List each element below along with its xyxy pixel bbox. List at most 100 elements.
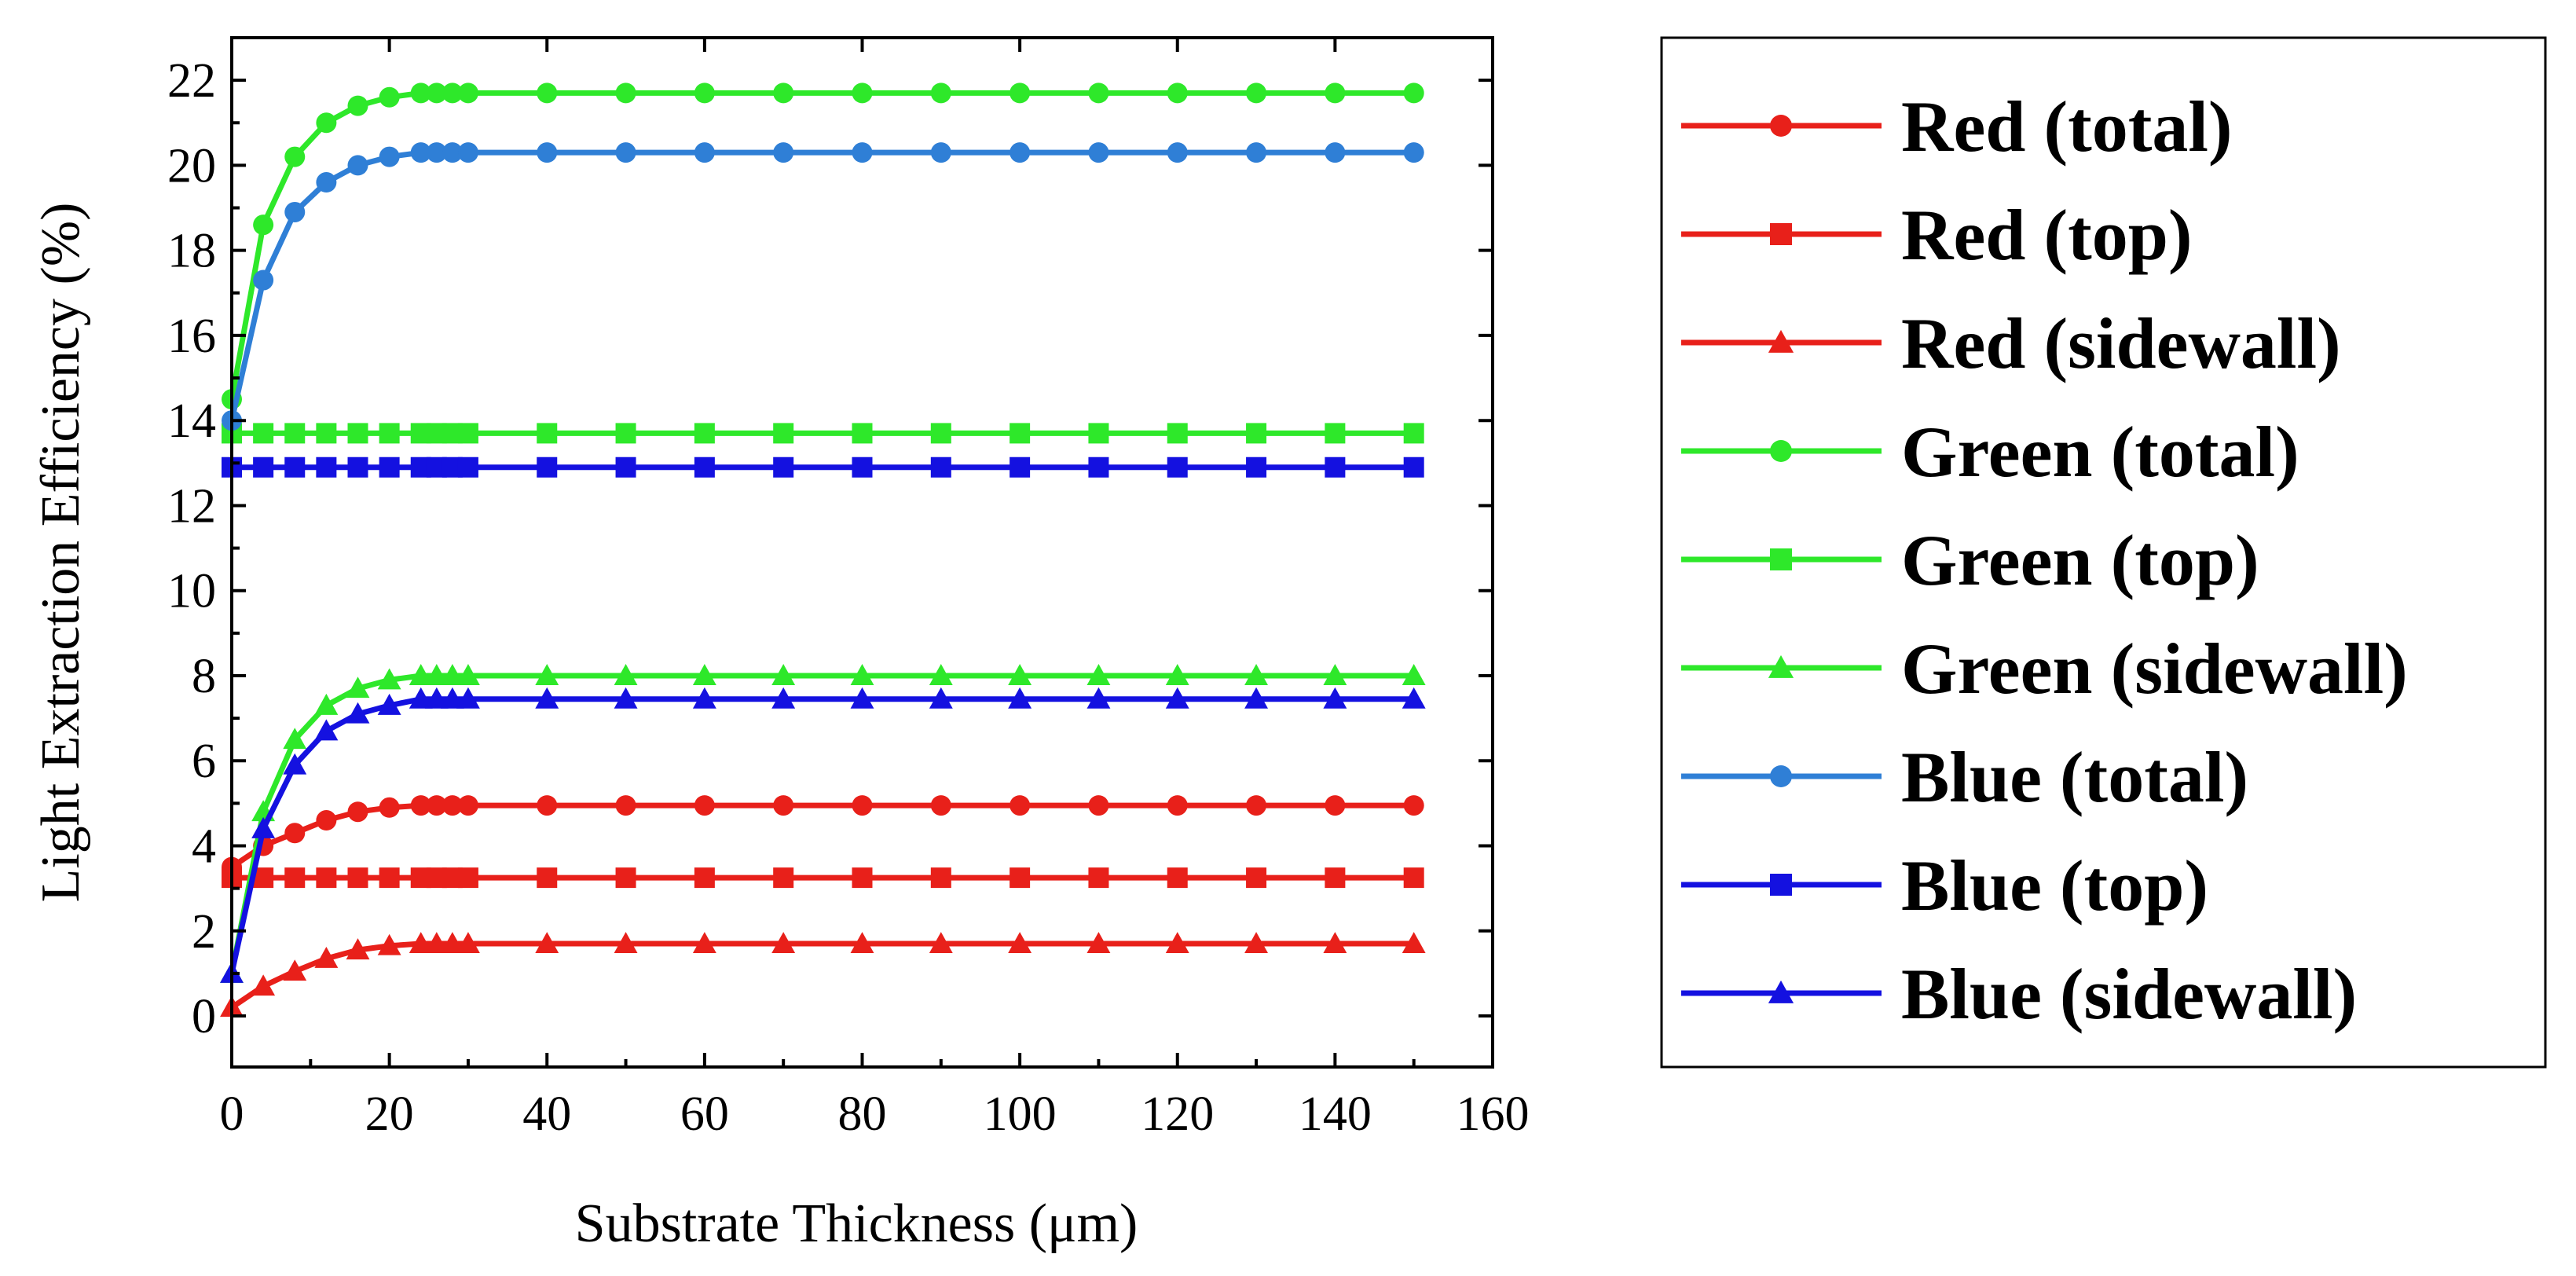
data-point <box>535 687 559 709</box>
data-point <box>1246 867 1267 889</box>
data-point <box>929 687 953 709</box>
data-point <box>1402 687 1426 709</box>
data-point <box>615 795 636 816</box>
data-point <box>426 795 447 816</box>
data-point <box>771 664 796 685</box>
data-point <box>773 142 794 163</box>
data-point <box>253 214 274 236</box>
data-point <box>929 932 953 953</box>
data-point <box>377 693 401 715</box>
data-point <box>379 867 400 889</box>
legend-label: Red (sidewall) <box>1901 303 2341 383</box>
y-tick-label: 10 <box>167 565 216 618</box>
data-point <box>1402 932 1426 953</box>
data-point <box>535 932 559 953</box>
data-point <box>1770 548 1792 570</box>
data-point <box>1167 867 1188 889</box>
data-point <box>771 932 796 953</box>
data-point <box>251 974 276 996</box>
data-point <box>456 687 480 709</box>
data-point <box>1010 142 1031 163</box>
data-point <box>426 82 447 104</box>
data-point <box>537 82 558 104</box>
data-point <box>852 795 873 816</box>
data-point <box>694 795 715 816</box>
data-point <box>379 456 400 478</box>
data-point <box>1008 687 1032 709</box>
data-point <box>930 82 951 104</box>
x-tick-label: 40 <box>522 1087 571 1141</box>
data-point <box>379 146 400 167</box>
data-point <box>773 795 794 816</box>
data-point <box>347 867 368 889</box>
data-point <box>347 456 368 478</box>
data-point <box>692 932 716 953</box>
data-point <box>440 687 464 709</box>
data-point <box>314 947 339 968</box>
y-tick-label: 0 <box>192 990 216 1043</box>
data-point <box>1325 142 1346 163</box>
data-point <box>1768 654 1794 678</box>
legend-label: Blue (top) <box>1901 845 2208 926</box>
data-point <box>1770 440 1792 462</box>
data-point <box>409 664 433 685</box>
data-point <box>614 664 638 685</box>
data-point <box>379 797 400 818</box>
data-point <box>456 932 480 953</box>
y-tick-label: 4 <box>192 820 216 874</box>
data-point <box>316 867 337 889</box>
data-point <box>537 795 558 816</box>
data-point <box>1770 223 1792 245</box>
data-point <box>1403 795 1424 816</box>
data-point <box>852 142 873 163</box>
data-point <box>1088 82 1109 104</box>
data-point <box>253 456 274 478</box>
data-point <box>1088 456 1109 478</box>
data-point <box>1244 932 1269 953</box>
plot-frame <box>230 36 1494 1069</box>
data-point <box>930 456 951 478</box>
series-blue-sidewall <box>220 687 1426 983</box>
data-point <box>929 664 953 685</box>
data-point <box>1403 423 1424 444</box>
series-blue-total <box>222 142 1424 431</box>
data-point <box>346 938 370 960</box>
data-point <box>377 668 401 690</box>
data-point <box>283 959 307 981</box>
data-point <box>284 423 306 444</box>
data-point <box>850 932 874 953</box>
data-point <box>442 82 463 104</box>
data-point <box>457 795 478 816</box>
legend-item: Blue (sidewall) <box>1681 954 2357 1034</box>
legend-box <box>1660 36 2547 1069</box>
data-point <box>537 423 558 444</box>
data-point <box>1088 795 1109 816</box>
data-point <box>852 423 873 444</box>
data-point <box>284 146 306 167</box>
data-point <box>850 687 874 709</box>
legend-label: Red (total) <box>1901 86 2233 167</box>
data-point <box>1165 664 1189 685</box>
y-tick-label: 6 <box>192 735 216 788</box>
series-green-sidewall <box>220 664 1426 983</box>
series-line <box>229 149 1414 421</box>
data-point <box>1165 932 1189 953</box>
legend-label: Red (top) <box>1901 195 2193 275</box>
data-point <box>614 687 638 709</box>
data-point <box>614 932 638 953</box>
series-green-total <box>222 82 1424 410</box>
data-point <box>1244 687 1269 709</box>
data-point <box>426 142 447 163</box>
data-point <box>930 423 951 444</box>
data-point <box>1246 423 1267 444</box>
data-point <box>615 82 636 104</box>
data-point <box>535 664 559 685</box>
data-point <box>316 112 337 134</box>
data-point <box>284 456 306 478</box>
x-axis-title: Substrate Thickness (μm) <box>575 1194 1138 1254</box>
x-tick-label: 140 <box>1299 1087 1372 1141</box>
data-point <box>1086 932 1111 953</box>
data-point <box>537 142 558 163</box>
legend-item: Green (total) <box>1681 412 2299 492</box>
